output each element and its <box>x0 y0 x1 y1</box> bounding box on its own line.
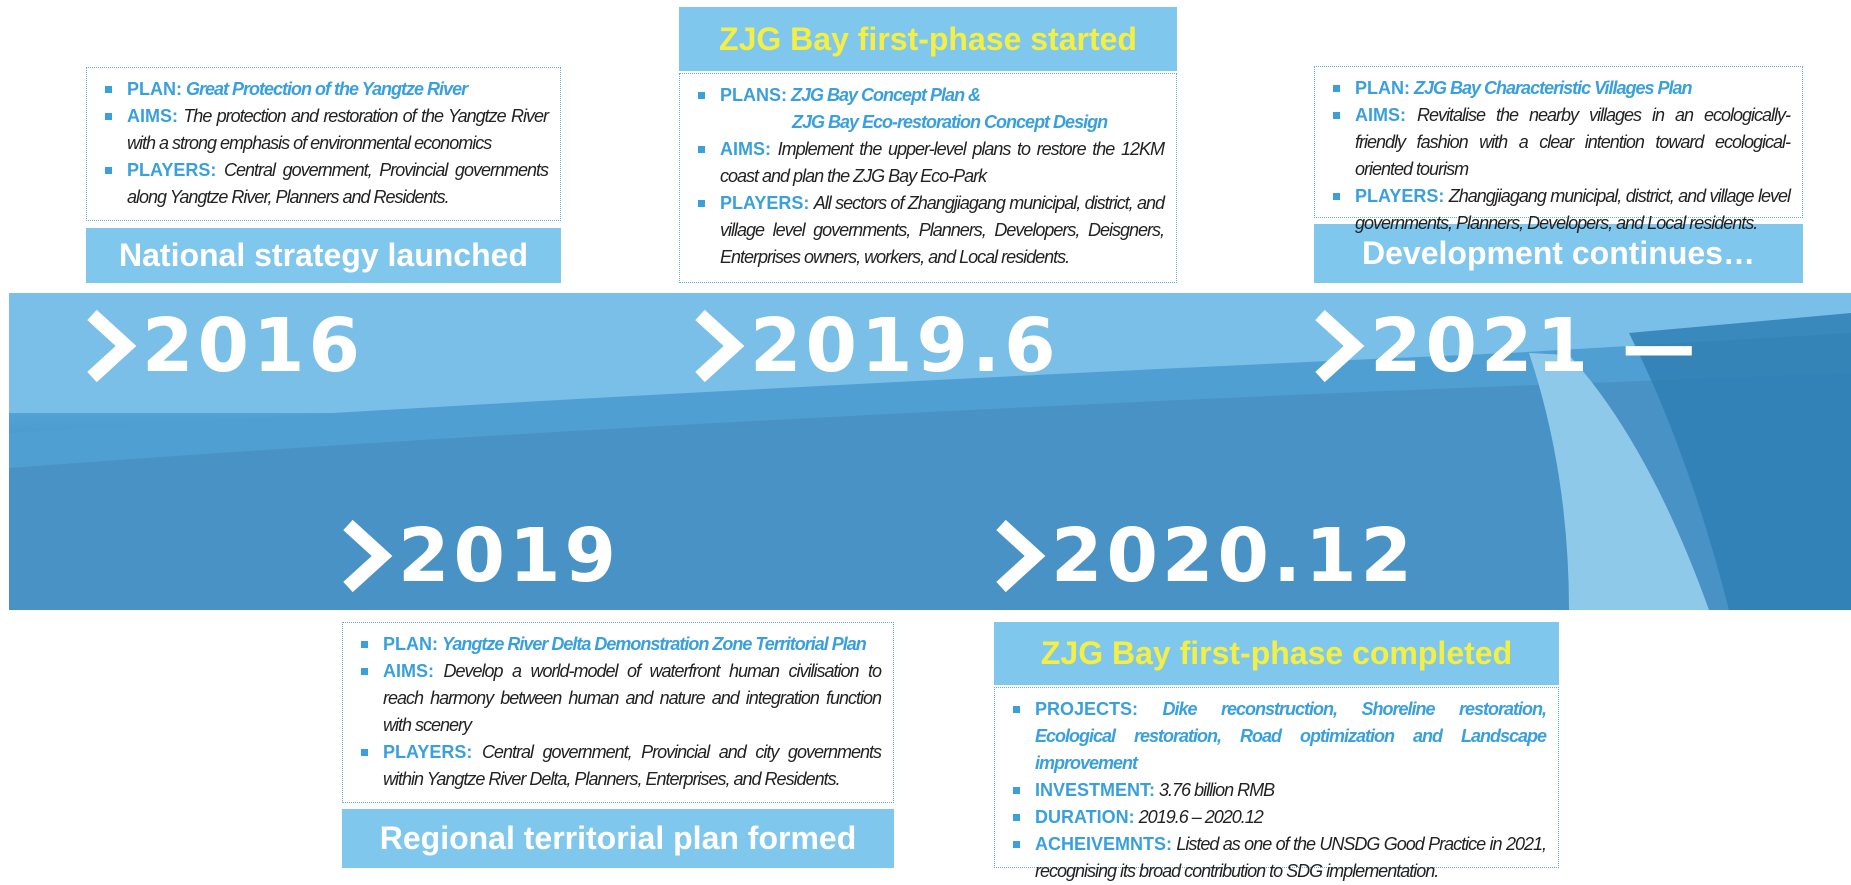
item-text: ZJG Bay Characteristic Villages Plan <box>1414 78 1692 98</box>
item-label: PLAYERS: <box>720 193 810 213</box>
item-text: Great Protection of the Yangtze River <box>186 79 468 99</box>
item-label: AIMS: <box>127 106 178 126</box>
item-label: PLANS: <box>720 85 787 105</box>
detail-item: PLAYERS: All sectors of Zhangjiagang mun… <box>694 190 1165 271</box>
item-label: AIMS: <box>1355 105 1406 125</box>
milestone-heading: Regional territorial plan formed <box>342 809 894 868</box>
item-text: The protection and restoration of the Ya… <box>127 106 549 153</box>
item-label: PLAN: <box>127 79 182 99</box>
item-text: Revitalise the nearby villages in an eco… <box>1355 105 1791 179</box>
chevron <box>695 309 745 383</box>
year-marker: 2021 — <box>1314 306 1700 386</box>
detail-item: PLAYERS: Central government, Provincial … <box>101 157 549 211</box>
item-text: Implement the upper-level plans to resto… <box>720 139 1165 186</box>
milestone-details: PLAN: Great Protection of the Yangtze Ri… <box>86 67 561 221</box>
milestone-details: PLANS: ZJG Bay Concept Plan & ZJG Bay Eco… <box>679 73 1177 283</box>
chevron <box>343 519 393 593</box>
year-marker: 2019 <box>342 516 620 596</box>
detail-item: PLAN: Great Protection of the Yangtze Ri… <box>101 76 548 103</box>
milestone-details: PLAN: ZJG Bay Characteristic Villages Pl… <box>1314 66 1803 233</box>
milestone-heading: ZJG Bay first-phase started <box>679 7 1177 71</box>
item-text: 2019.6 – 2020.12 <box>1138 807 1264 827</box>
year-marker: 2020.12 <box>995 516 1416 596</box>
item-label: INVESTMENT: <box>1035 780 1156 800</box>
year-label: 2021 — <box>1370 303 1700 389</box>
chevron <box>87 309 137 383</box>
detail-list: PROJECTS: Dike reconstruction, Shoreline… <box>1009 696 1547 885</box>
item-text: Develop a world-model of waterfront huma… <box>383 661 882 735</box>
item-text: Yangtze River Delta Demonstration Zone T… <box>442 634 867 654</box>
detail-list: PLAN: ZJG Bay Characteristic Villages Pl… <box>1329 75 1791 237</box>
detail-item: AIMS: Implement the upper-level plans to… <box>694 136 1165 190</box>
detail-item: PLAYERS: Zhangjiagang municipal, distric… <box>1329 183 1791 237</box>
detail-item: PROJECTS: Dike reconstruction, Shoreline… <box>1009 696 1547 777</box>
milestone-heading: Development continues… <box>1314 224 1803 283</box>
detail-item: AIMS: Revitalise the nearby villages in … <box>1329 102 1791 183</box>
item-label: PLAN: <box>1355 78 1410 98</box>
item-text: ZJG Bay Concept Plan & <box>791 85 981 105</box>
milestone-details: PROJECTS: Dike reconstruction, Shoreline… <box>994 687 1559 881</box>
item-label: PLAYERS: <box>383 742 473 762</box>
item-label: PLAYERS: <box>127 160 217 180</box>
item-label: PLAYERS: <box>1355 186 1445 206</box>
item-text: 3.76 billion RMB <box>1159 780 1275 800</box>
year-marker: 2019.6 <box>694 306 1060 386</box>
detail-list: PLANS: ZJG Bay Concept Plan & ZJG Bay Eco… <box>694 82 1165 271</box>
item-text: All sectors of Zhangjiagang municipal, d… <box>720 193 1165 267</box>
year-marker: 2016 <box>86 306 364 386</box>
milestone-details: PLAN: Yangtze River Delta Demonstration … <box>342 622 894 803</box>
item-text: Zhangjiagang municipal, district, and vi… <box>1355 186 1791 233</box>
detail-item: DURATION: 2019.6 – 2020.12 <box>1009 804 1546 831</box>
detail-item: PLANS: ZJG Bay Concept Plan & ZJG Bay Eco… <box>694 82 1164 136</box>
item-label: PROJECTS: <box>1035 699 1139 719</box>
detail-item: INVESTMENT: 3.76 billion RMB <box>1009 777 1546 804</box>
item-text-line2: ZJG Bay Eco-restoration Concept Design <box>792 112 1108 132</box>
item-text: Dike reconstruction, Shoreline restorati… <box>1035 699 1547 773</box>
year-label: 2019 <box>398 513 620 599</box>
photo-band <box>9 293 1851 610</box>
detail-list: PLAN: Great Protection of the Yangtze Ri… <box>101 76 549 211</box>
detail-list: PLAN: Yangtze River Delta Demonstration … <box>357 631 882 793</box>
milestone-heading: National strategy launched <box>86 228 561 283</box>
item-text: Central government, Provincial and city … <box>383 742 882 789</box>
detail-item: PLAYERS: Central government, Provincial … <box>357 739 882 793</box>
year-label: 2019.6 <box>750 303 1060 389</box>
landscape <box>9 293 1851 610</box>
item-label: AIMS: <box>720 139 771 159</box>
detail-item: AIMS: Develop a world-model of waterfron… <box>357 658 882 739</box>
detail-item: PLAN: Yangtze River Delta Demonstration … <box>357 631 881 658</box>
milestone-heading: ZJG Bay first-phase completed <box>994 622 1559 685</box>
item-label: DURATION: <box>1035 807 1135 827</box>
chevron <box>1315 309 1365 383</box>
year-label: 2020.12 <box>1051 513 1417 599</box>
detail-item: PLAN: ZJG Bay Characteristic Villages Pl… <box>1329 75 1790 102</box>
item-text: Central government, Provincial governmen… <box>127 160 549 207</box>
item-label: AIMS: <box>383 661 434 681</box>
year-label: 2016 <box>142 303 364 389</box>
item-label: ACHEIVEMNTS: <box>1035 834 1173 854</box>
chevron <box>996 519 1046 593</box>
detail-item: ACHEIVEMNTS: Listed as one of the UNSDG … <box>1009 831 1547 885</box>
item-label: PLAN: <box>383 634 438 654</box>
detail-item: AIMS: The protection and restoration of … <box>101 103 549 157</box>
